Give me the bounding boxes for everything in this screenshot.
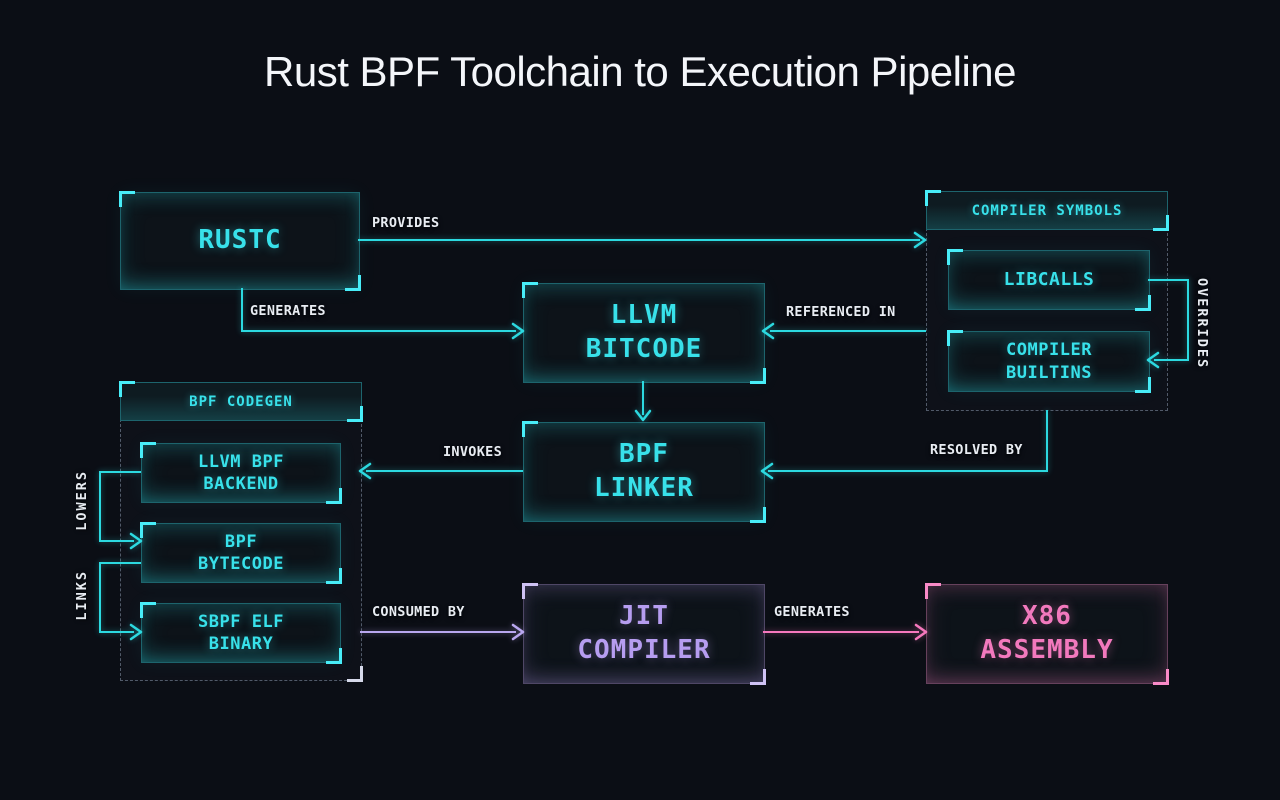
edge-label-generates-x86: GENERATES xyxy=(774,604,850,620)
node-compiler-builtins: COMPILER BUILTINS xyxy=(947,330,1151,393)
edge-label-provides: PROVIDES xyxy=(372,215,440,231)
edge-label-resolved-by: RESOLVED BY xyxy=(930,442,1023,458)
edge-lowers xyxy=(99,471,143,550)
edge-label-invokes: INVOKES xyxy=(443,444,502,460)
edge-overrides xyxy=(1146,279,1189,369)
node-bpf-bytecode: BPF BYTECODE xyxy=(140,522,342,584)
edge-generates-x86 xyxy=(763,623,928,641)
edge-label-consumed-by: CONSUMED BY xyxy=(372,604,465,620)
node-x86-assembly: X86 ASSEMBLY xyxy=(925,583,1169,685)
edge-invokes xyxy=(358,462,523,480)
group-header-bpf-codegen: BPF CODEGEN xyxy=(119,381,363,422)
edge-referenced-in xyxy=(761,322,926,340)
node-sbpf-elf-binary: SBPF ELF BINARY xyxy=(140,602,342,664)
node-libcalls: LIBCALLS xyxy=(947,249,1151,311)
group-header-compiler-symbols: COMPILER SYMBOLS xyxy=(925,190,1169,231)
node-rustc: RUSTC xyxy=(119,191,361,291)
edge-provides xyxy=(358,231,927,249)
edge-consumed-by xyxy=(360,623,525,641)
edge-bitcode-to-linker xyxy=(634,381,652,422)
node-jit-compiler: JIT COMPILER xyxy=(522,583,766,685)
edge-label-referenced-in: REFERENCED IN xyxy=(786,304,896,320)
edge-links xyxy=(99,562,143,641)
edge-generates-bitcode xyxy=(241,288,525,340)
edge-label-overrides: OVERRIDES xyxy=(1194,278,1210,370)
edge-label-links: LINKS xyxy=(74,570,90,621)
node-llvm-bpf-backend: LLVM BPF BACKEND xyxy=(140,442,342,504)
edge-resolved-by xyxy=(760,410,1048,480)
edge-label-lowers: LOWERS xyxy=(74,470,90,531)
diagram-title: Rust BPF Toolchain to Execution Pipeline xyxy=(264,48,1017,95)
edge-label-generates-bitcode: GENERATES xyxy=(250,303,326,319)
node-bpf-linker: BPF LINKER xyxy=(522,421,766,523)
